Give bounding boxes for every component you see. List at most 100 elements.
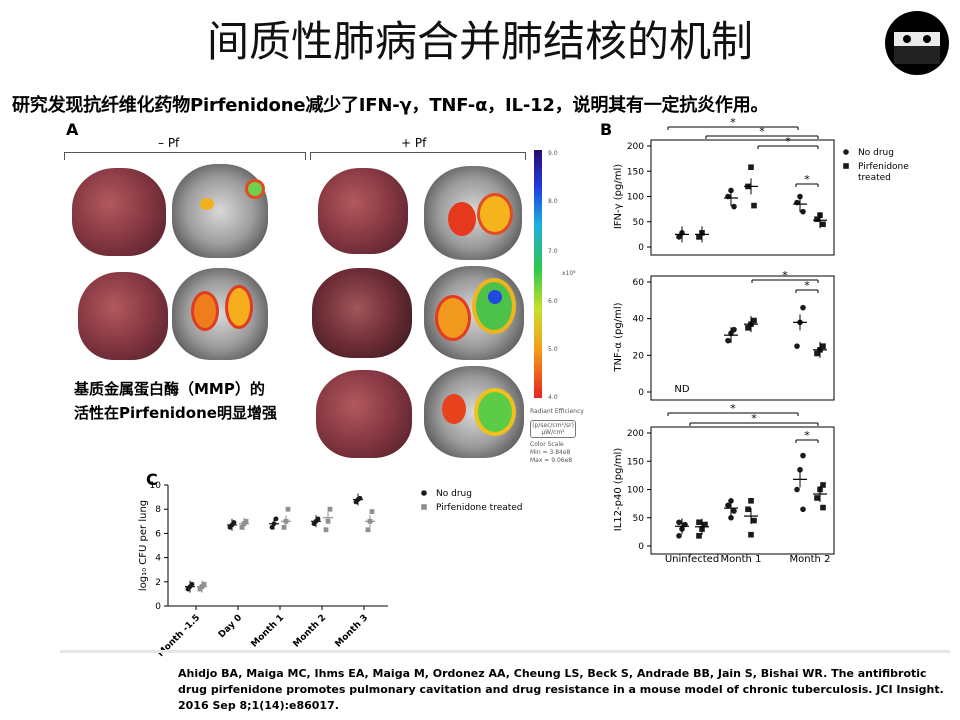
pirfenidone-point [745, 506, 751, 513]
pirfenidone-point [820, 221, 826, 228]
y-tick-label: 60 [633, 278, 645, 288]
y-tick-label: 8 [155, 505, 161, 515]
legend-pirfenidone-marker [843, 163, 849, 169]
x-category-label: Month 3 [334, 613, 371, 650]
pirfenidone-point [820, 482, 826, 488]
pirfenidone-point [814, 216, 820, 223]
radiant-efficiency-colorbar [534, 150, 542, 398]
lung-photo [316, 370, 412, 458]
panel-b-letter: B [600, 120, 613, 139]
pirfenidone-point [751, 202, 757, 209]
x-category-label: Month 2 [790, 554, 831, 565]
no-drug-point [189, 581, 195, 587]
pirfenidone-point [696, 234, 702, 240]
significance-star: * [759, 125, 765, 138]
lung-fluorescence-image [424, 266, 524, 360]
colorbar-units: (p/sec/cm²/sr) µW/cm² [530, 420, 576, 438]
no-drug-point [731, 508, 737, 514]
legend-pirfenidone-label: Pirfenidone treated [436, 503, 523, 513]
pirfenidone-point [748, 164, 754, 171]
y-tick-label: 6 [155, 529, 161, 539]
y-tick-label: 200 [627, 142, 644, 152]
panel-a-letter: A [66, 120, 79, 139]
significance-star: * [730, 116, 736, 129]
significance-star: * [730, 402, 736, 415]
significance-star: * [751, 412, 757, 425]
lung-fluorescence-image [424, 366, 524, 458]
y-tick-label: 50 [633, 514, 645, 524]
no-drug-point [731, 203, 737, 210]
pirfenidone-point [365, 527, 371, 533]
no-drug-point [231, 520, 237, 525]
pirfenidone-point [820, 343, 826, 349]
pirfenidone-point [201, 581, 207, 587]
minus-pf-label: – Pf [158, 136, 180, 150]
legend-pirfenidone-label: treated [858, 173, 891, 183]
pirfenidone-point [751, 517, 757, 524]
pirfenidone-point [696, 519, 702, 526]
mmp-annotation-line2: 活性在Pirfenidone明显增强 [74, 404, 277, 422]
lung-photo [72, 168, 166, 256]
no-drug-point [676, 533, 682, 539]
y-tick-label: 0 [638, 542, 644, 552]
pirfenidone-point [285, 506, 291, 512]
no-drug-point [676, 234, 682, 240]
colorbar-tick: 6.0 [548, 298, 558, 305]
plot-frame [650, 275, 835, 401]
y-tick-label: 0 [155, 602, 161, 612]
pirfenidone-point [696, 533, 702, 539]
lung-photo [312, 268, 412, 358]
x-category-label: Month 1 [250, 613, 287, 650]
pirfenidone-point [323, 527, 329, 533]
no-drug-point [273, 516, 279, 522]
y-tick-label: 10 [150, 481, 162, 491]
y-tick-label: 2 [155, 578, 161, 588]
pirfenidone-point [745, 325, 751, 331]
citation: Ahidjo BA, Maiga MC, Ihms EA, Maiga M, O… [178, 667, 944, 712]
colorbar-units-bottom: µW/cm² [541, 429, 565, 436]
no-drug-point [269, 524, 275, 530]
y-axis-label: TNF-α (pg/ml) [613, 302, 624, 372]
colorbar-scale: Color Scale Min = 3.84e8 Max = 9.06e8 [530, 441, 572, 465]
divider [60, 650, 950, 653]
no-drug-point [794, 486, 800, 493]
colorbar-scale-min: Min = 3.84e8 [530, 449, 571, 456]
lung-photo [78, 272, 168, 360]
pirfenidone-point [197, 586, 203, 592]
y-tick-label: 100 [627, 193, 644, 203]
significance-star: * [785, 135, 791, 148]
y-tick-label: 0 [638, 388, 644, 398]
colorbar-scale-max: Max = 9.06e8 [530, 457, 573, 464]
lung-fluorescence-image [172, 164, 268, 258]
x-category-label: Month 1 [721, 554, 762, 565]
plot-frame [650, 426, 835, 555]
legend-no-drug-marker [421, 490, 427, 496]
y-axis-label: IFN-γ (pg/ml) [613, 164, 624, 229]
significance-star: * [804, 429, 810, 442]
y-tick-label: 150 [627, 457, 644, 467]
x-category-label: Uninfected [665, 554, 719, 565]
no-drug-point [800, 452, 806, 459]
no-drug-point [725, 502, 731, 509]
colorbar-exponent: x10⁸ [562, 270, 576, 277]
pirfenidone-point [281, 524, 287, 530]
pirfenidone-point [820, 504, 826, 511]
no-drug-point [725, 337, 731, 344]
colorbar-tick: 5.0 [548, 346, 558, 353]
pirfenidone-point [814, 350, 820, 357]
lung-fluorescence-image [172, 268, 268, 360]
pirfenidone-point [239, 524, 245, 530]
colorbar-scale-title: Color Scale [530, 441, 564, 448]
no-drug-point [794, 343, 800, 349]
y-axis-label: log₁₀ CFU per lung [138, 500, 149, 591]
no-drug-point [728, 514, 734, 521]
y-tick-label: 150 [627, 167, 644, 177]
colorbar-tick: 4.0 [548, 394, 558, 401]
no-drug-point [731, 326, 737, 333]
mmp-annotation: 基质金属蛋白酶（MMP）的 活性在Pirfenidone明显增强 [74, 377, 277, 425]
no-drug-point [315, 516, 321, 522]
significance-star: * [804, 279, 810, 292]
colorbar-tick: 7.0 [548, 248, 558, 255]
no-drug-point [800, 208, 806, 215]
